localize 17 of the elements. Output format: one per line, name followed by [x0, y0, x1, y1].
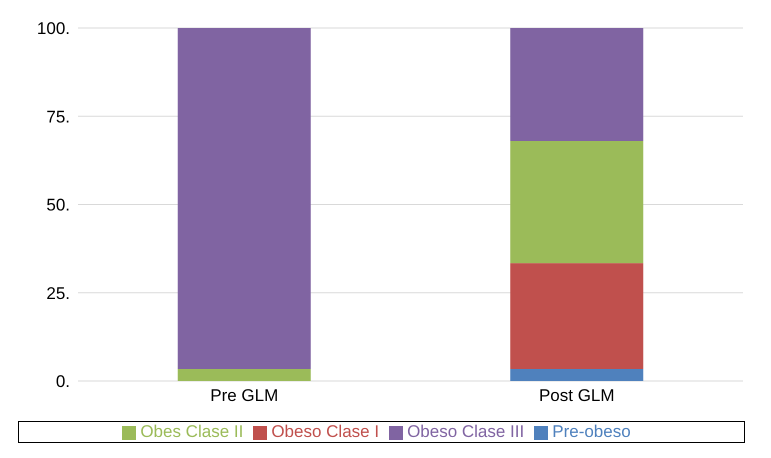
- y-tick-label: 50.: [46, 196, 70, 215]
- y-tick-label: 100.: [36, 19, 70, 38]
- legend-label: Obes Clase II: [140, 422, 244, 441]
- bar: [510, 140, 644, 264]
- bar: [178, 369, 311, 381]
- y-tick-label: 75.: [46, 107, 70, 126]
- x-tick-label: Post GLM: [538, 386, 615, 406]
- x-tick-label: Pre GLM: [210, 386, 278, 406]
- legend-label: Obeso Clase I: [271, 422, 380, 441]
- bar: [178, 28, 311, 369]
- legend-label: Pre-obeso: [552, 422, 631, 441]
- bar: [510, 369, 644, 381]
- bar: [510, 28, 644, 141]
- y-tick-label: 25.: [46, 284, 70, 303]
- y-tick-label: 0.: [56, 372, 70, 392]
- bar: [510, 263, 644, 369]
- legend-label: Obeso Clase III: [407, 422, 524, 441]
